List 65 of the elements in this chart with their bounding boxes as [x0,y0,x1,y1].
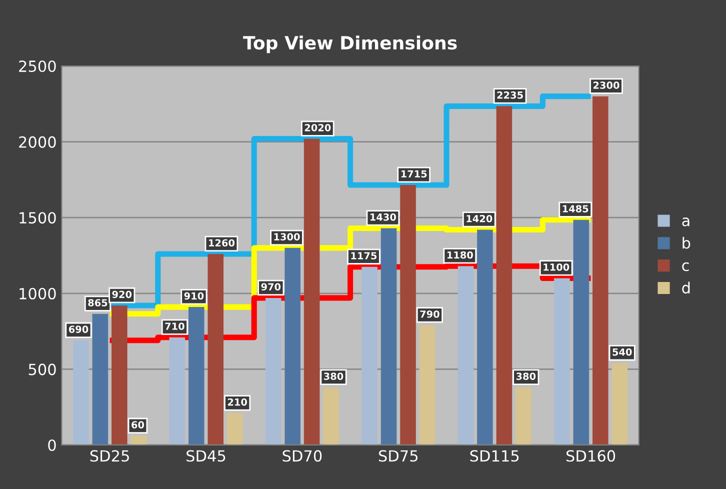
data-label: 60 [132,421,144,428]
x-tick-label: SD115 [470,450,519,462]
bar [169,337,186,445]
bar [458,266,474,445]
bar [304,138,320,445]
bar [516,387,532,445]
legend-label: a [682,218,690,226]
bar [477,230,493,445]
bar [573,220,590,445]
bar [265,298,282,445]
data-label: 790 [420,310,440,318]
data-label: 2300 [593,82,620,89]
y-tick-label: 2500 [19,60,56,72]
data-label: 380 [516,372,536,380]
bar [554,278,570,445]
bar [419,325,436,445]
data-label: 910 [184,292,204,300]
bar [592,96,608,445]
bar [112,306,128,445]
data-label: 710 [165,322,184,330]
bar [130,436,147,445]
bar [73,340,89,445]
data-label: 380 [324,372,344,380]
data-label: 1300 [274,233,300,240]
data-label: 1430 [370,213,396,221]
data-label: 865 [88,299,108,306]
y-tick-label: 1000 [20,288,56,300]
data-label: 2020 [304,124,331,132]
data-label: 920 [112,290,132,298]
data-label: 970 [261,283,281,291]
data-label: 1485 [562,205,588,212]
bar [323,387,339,445]
x-tick-label: SD70 [282,450,322,462]
data-label: 210 [228,398,247,406]
x-tick-label: SD45 [186,450,226,462]
x-tick-label: SD25 [90,450,129,462]
x-tick-label: SD160 [566,450,616,462]
data-label: 1420 [466,214,492,222]
bar [380,228,397,445]
y-tick-label: 1500 [20,212,56,224]
y-tick-label: 500 [28,364,56,376]
bar [188,307,204,445]
bar [226,413,243,445]
chart-title: Top View Dimensions [243,36,457,54]
data-label: 1715 [401,170,427,178]
legend-label: c [682,262,689,272]
data-label: 2235 [497,91,523,99]
legend-label: b [682,236,690,249]
data-label: 1260 [209,239,235,247]
bar [496,106,512,445]
bar [362,266,378,445]
data-label: 690 [68,326,88,333]
bar [612,363,628,445]
bar [92,314,108,445]
data-label: 1180 [447,251,473,259]
legend-label: d [682,282,690,294]
bar [208,254,224,445]
data-label: 540 [612,348,632,356]
data-label: 1175 [351,252,377,260]
bar [284,248,300,445]
x-tick-label: SD75 [378,450,418,462]
y-tick-label: 2000 [19,136,56,148]
y-tick-label: 0 [48,439,56,452]
data-label: 1100 [544,263,570,271]
bar [400,185,416,445]
